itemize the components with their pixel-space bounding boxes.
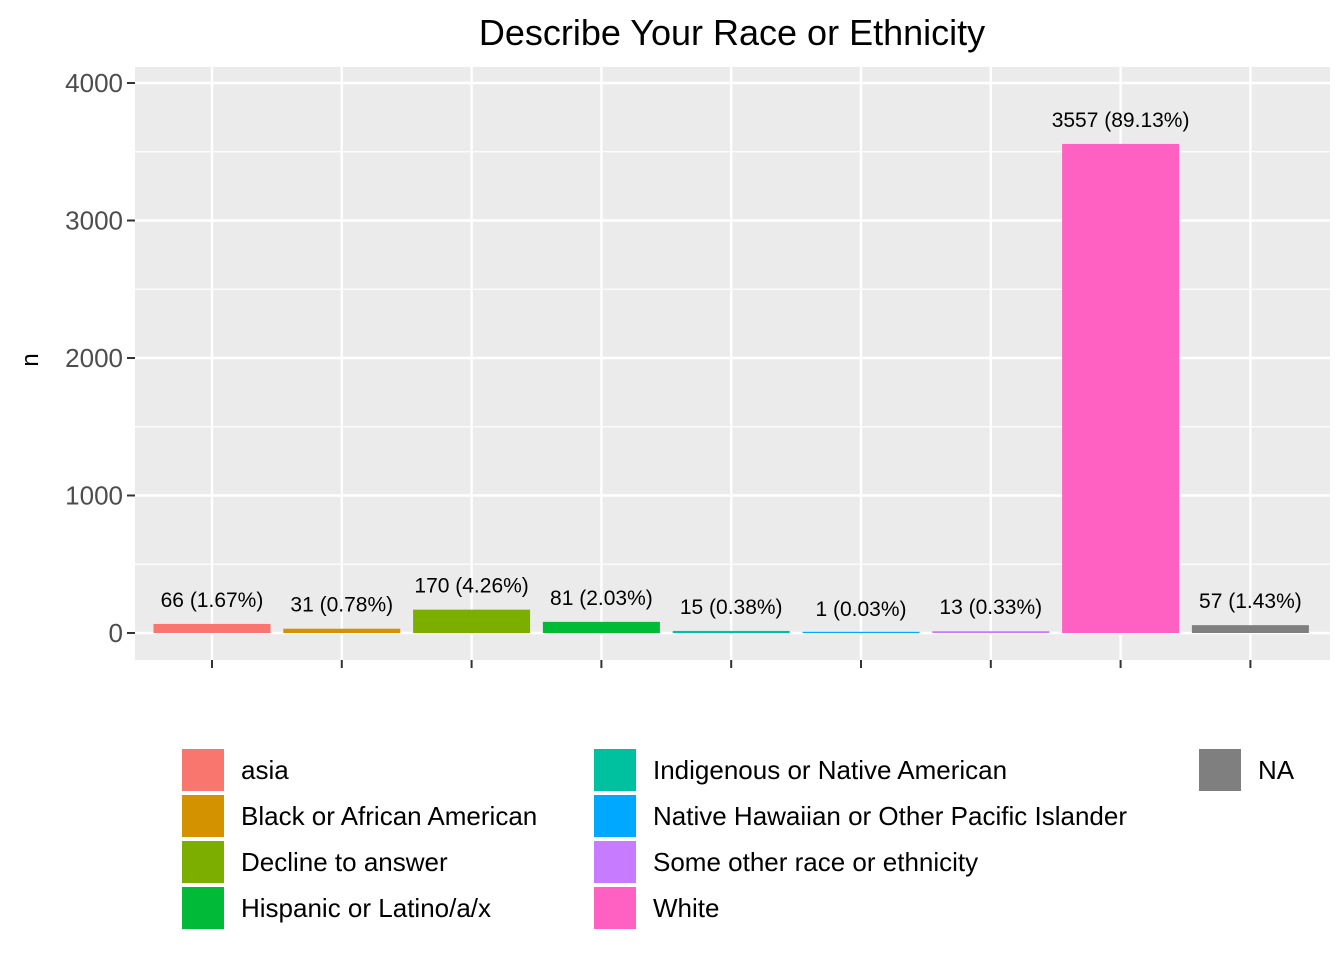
legend-label-0: asia bbox=[241, 755, 289, 785]
legend-key-2 bbox=[180, 839, 226, 885]
data-label-0: 66 (1.67%) bbox=[161, 589, 264, 612]
legend-label-6: Some other race or ethnicity bbox=[653, 847, 978, 877]
y-tick-label: 4000 bbox=[65, 68, 123, 98]
bar-8 bbox=[1191, 625, 1309, 633]
data-label-8: 57 (1.43%) bbox=[1199, 590, 1302, 613]
legend-key-3 bbox=[180, 885, 226, 931]
bar-5 bbox=[802, 631, 920, 633]
legend-key-0 bbox=[180, 747, 226, 793]
legend-label-1: Black or African American bbox=[241, 801, 537, 831]
bar-3 bbox=[542, 621, 660, 633]
y-tick-label: 2000 bbox=[65, 343, 123, 373]
bar-2 bbox=[413, 609, 531, 633]
legend: asia Black or African American Decline to … bbox=[180, 747, 1295, 931]
legend-label-5: Native Hawaiian or Other Pacific Islande… bbox=[653, 801, 1127, 831]
legend-key-6 bbox=[592, 839, 638, 885]
y-tick-label: 3000 bbox=[65, 206, 123, 236]
bar-1 bbox=[283, 628, 401, 633]
data-label-2: 170 (4.26%) bbox=[414, 575, 528, 598]
legend-key-4 bbox=[592, 747, 638, 793]
data-label-5: 1 (0.03%) bbox=[815, 598, 906, 621]
legend-label-2: Decline to answer bbox=[241, 847, 448, 877]
legend-label-7: White bbox=[653, 893, 719, 923]
bar-7 bbox=[1062, 143, 1180, 633]
legend-label-3: Hispanic or Latino/a/x bbox=[241, 893, 491, 923]
legend-key-8 bbox=[1197, 747, 1243, 793]
legend-label-8: NA bbox=[1258, 755, 1295, 785]
plot-panel: 66 (1.67%) 31 (0.78%) 170 (4.26%) 81 (2.03%… bbox=[65, 67, 1330, 668]
data-label-7: 3557 (89.13%) bbox=[1052, 109, 1190, 132]
y-axis-label: n bbox=[17, 353, 44, 366]
y-tick-label: 1000 bbox=[65, 481, 123, 511]
legend-label-4: Indigenous or Native American bbox=[653, 755, 1007, 785]
data-label-6: 13 (0.33%) bbox=[939, 596, 1042, 619]
legend-key-5 bbox=[592, 793, 638, 839]
bar-4 bbox=[672, 630, 790, 633]
data-label-4: 15 (0.38%) bbox=[680, 596, 783, 619]
chart-title: Describe Your Race or Ethnicity bbox=[479, 12, 985, 53]
data-label-3: 81 (2.03%) bbox=[550, 587, 653, 610]
data-label-1: 31 (0.78%) bbox=[290, 594, 393, 617]
y-tick-label: 0 bbox=[109, 618, 123, 648]
bar-0 bbox=[153, 623, 271, 633]
legend-key-1 bbox=[180, 793, 226, 839]
bar-6 bbox=[932, 631, 1050, 633]
legend-key-7 bbox=[592, 885, 638, 931]
